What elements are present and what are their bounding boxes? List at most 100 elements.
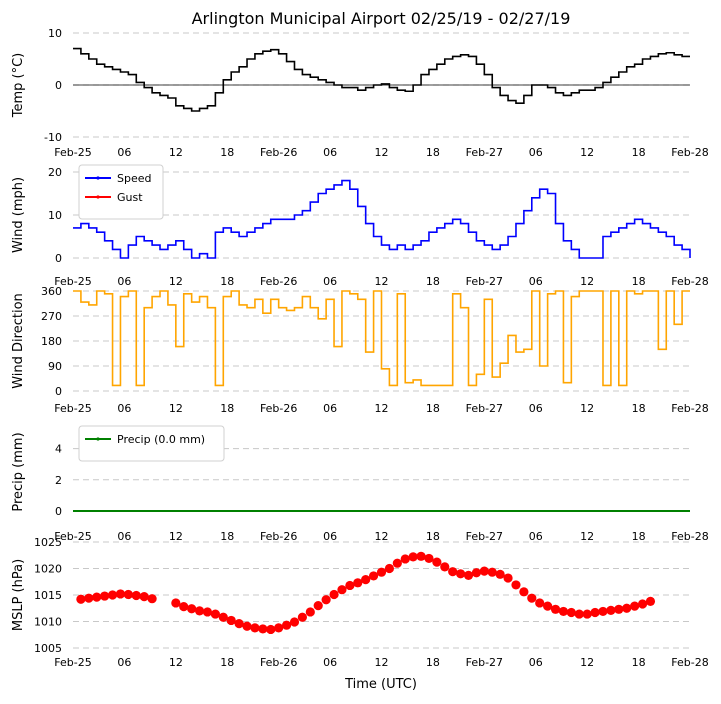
mslp-point [305,607,315,617]
mslp-point [187,604,197,614]
x-tick-label: 12 [375,656,389,669]
x-tick-label: Feb-26 [260,275,297,288]
mslp-point [131,590,141,601]
mslp-point [527,593,537,603]
x-tick-label: 12 [580,656,594,669]
x-tick-label: 12 [580,402,594,415]
mslp-point [353,578,363,588]
x-tick-label: 12 [580,275,594,288]
temp-series-line [73,47,690,112]
mslp-point [234,619,244,629]
mslp-point [511,580,521,590]
x-tick-label: 06 [117,146,131,159]
mslp-point [84,593,94,603]
mslp-point [313,601,323,611]
x-tick-label: Feb-26 [260,530,297,543]
x-tick-label: 18 [632,530,646,543]
mslp-point [479,566,489,576]
y-tick-label: 1025 [34,536,62,549]
x-tick-label: Feb-25 [54,146,91,159]
y-tick-label: 2 [55,474,62,487]
y-tick-label: -10 [44,131,62,144]
y-axis-label: Precip (mm) [11,432,26,511]
x-tick-label: 12 [169,275,183,288]
x-tick-label: Feb-27 [466,656,503,669]
y-tick-label: 1010 [34,616,62,629]
x-tick-label: 06 [117,656,131,669]
mslp-point [242,621,252,631]
x-tick-label: Feb-25 [54,402,91,415]
mslp-point [171,598,181,608]
mslp-point [384,563,395,574]
mslp-point [179,602,189,612]
x-tick-label: Feb-27 [466,402,503,415]
x-tick-label: Feb-26 [260,656,297,669]
mslp-point [456,569,466,579]
x-tick-label: 12 [169,530,183,543]
y-tick-label: 90 [48,360,62,373]
mslp-point [614,604,624,614]
x-tick-label: 06 [323,146,337,159]
legend-label: Gust [117,191,143,204]
legend-label: Precip (0.0 mm) [117,433,205,446]
x-tick-label: 06 [529,146,543,159]
x-tick-label: 18 [426,656,440,669]
mslp-point [440,562,450,572]
mslp-point [550,604,561,614]
x-tick-label: Feb-26 [260,146,297,159]
figure-title: Arlington Municipal Airport 02/25/19 - 0… [192,9,571,28]
mslp-point [637,599,648,609]
mslp-point [281,620,292,630]
y-tick-label: 4 [55,443,62,456]
x-tick-label: 18 [220,146,234,159]
x-tick-label: 06 [529,402,543,415]
y-tick-label: 0 [55,505,62,518]
mslp-point [92,592,102,602]
y-axis-label: Wind (mph) [11,177,26,253]
mslp-point [321,595,331,605]
x-tick-label: Feb-27 [466,275,503,288]
x-tick-label: 06 [323,530,337,543]
mslp-point [274,623,284,633]
legend-marker [96,195,100,199]
mslp-point [266,624,276,635]
x-tick-label: Feb-27 [466,530,503,543]
mslp-point [115,589,126,599]
x-tick-label: 18 [632,146,646,159]
mslp-point [210,609,220,619]
mslp-point [598,606,608,617]
legend-marker [96,437,100,441]
mslp-point [337,585,347,595]
x-tick-label: Feb-27 [466,146,503,159]
wind-series-line [73,179,691,259]
y-tick-label: 10 [48,27,62,40]
x-tick-label: 12 [375,402,389,415]
mslp-point [368,571,379,581]
mslp-point [566,607,576,618]
mslp-point [250,623,260,633]
y-tick-label: 10 [48,209,62,222]
x-tick-label: 12 [375,146,389,159]
x-tick-label: 18 [220,275,234,288]
mslp-point [463,570,474,580]
x-tick-label: 12 [169,656,183,669]
x-tick-label: Feb-28 [671,656,708,669]
y-axis-label: MSLP (hPa) [11,559,26,631]
x-tick-label: 18 [220,402,234,415]
mslp-point [519,587,529,597]
y-axis-label: Wind Direction [11,293,26,389]
mslp-point [297,612,307,622]
y-tick-label: 0 [55,252,62,265]
y-tick-label: 360 [41,285,62,298]
x-tick-label: 18 [632,275,646,288]
x-tick-label: Feb-26 [260,402,297,415]
mslp-point [645,596,656,606]
x-tick-label: Feb-28 [671,402,708,415]
x-tick-label: 12 [375,530,389,543]
x-tick-label: 06 [117,402,131,415]
mslp-point [487,567,497,577]
mslp-point [392,558,402,568]
y-axis-label: Temp (°C) [11,53,26,119]
x-tick-label: 06 [117,530,131,543]
